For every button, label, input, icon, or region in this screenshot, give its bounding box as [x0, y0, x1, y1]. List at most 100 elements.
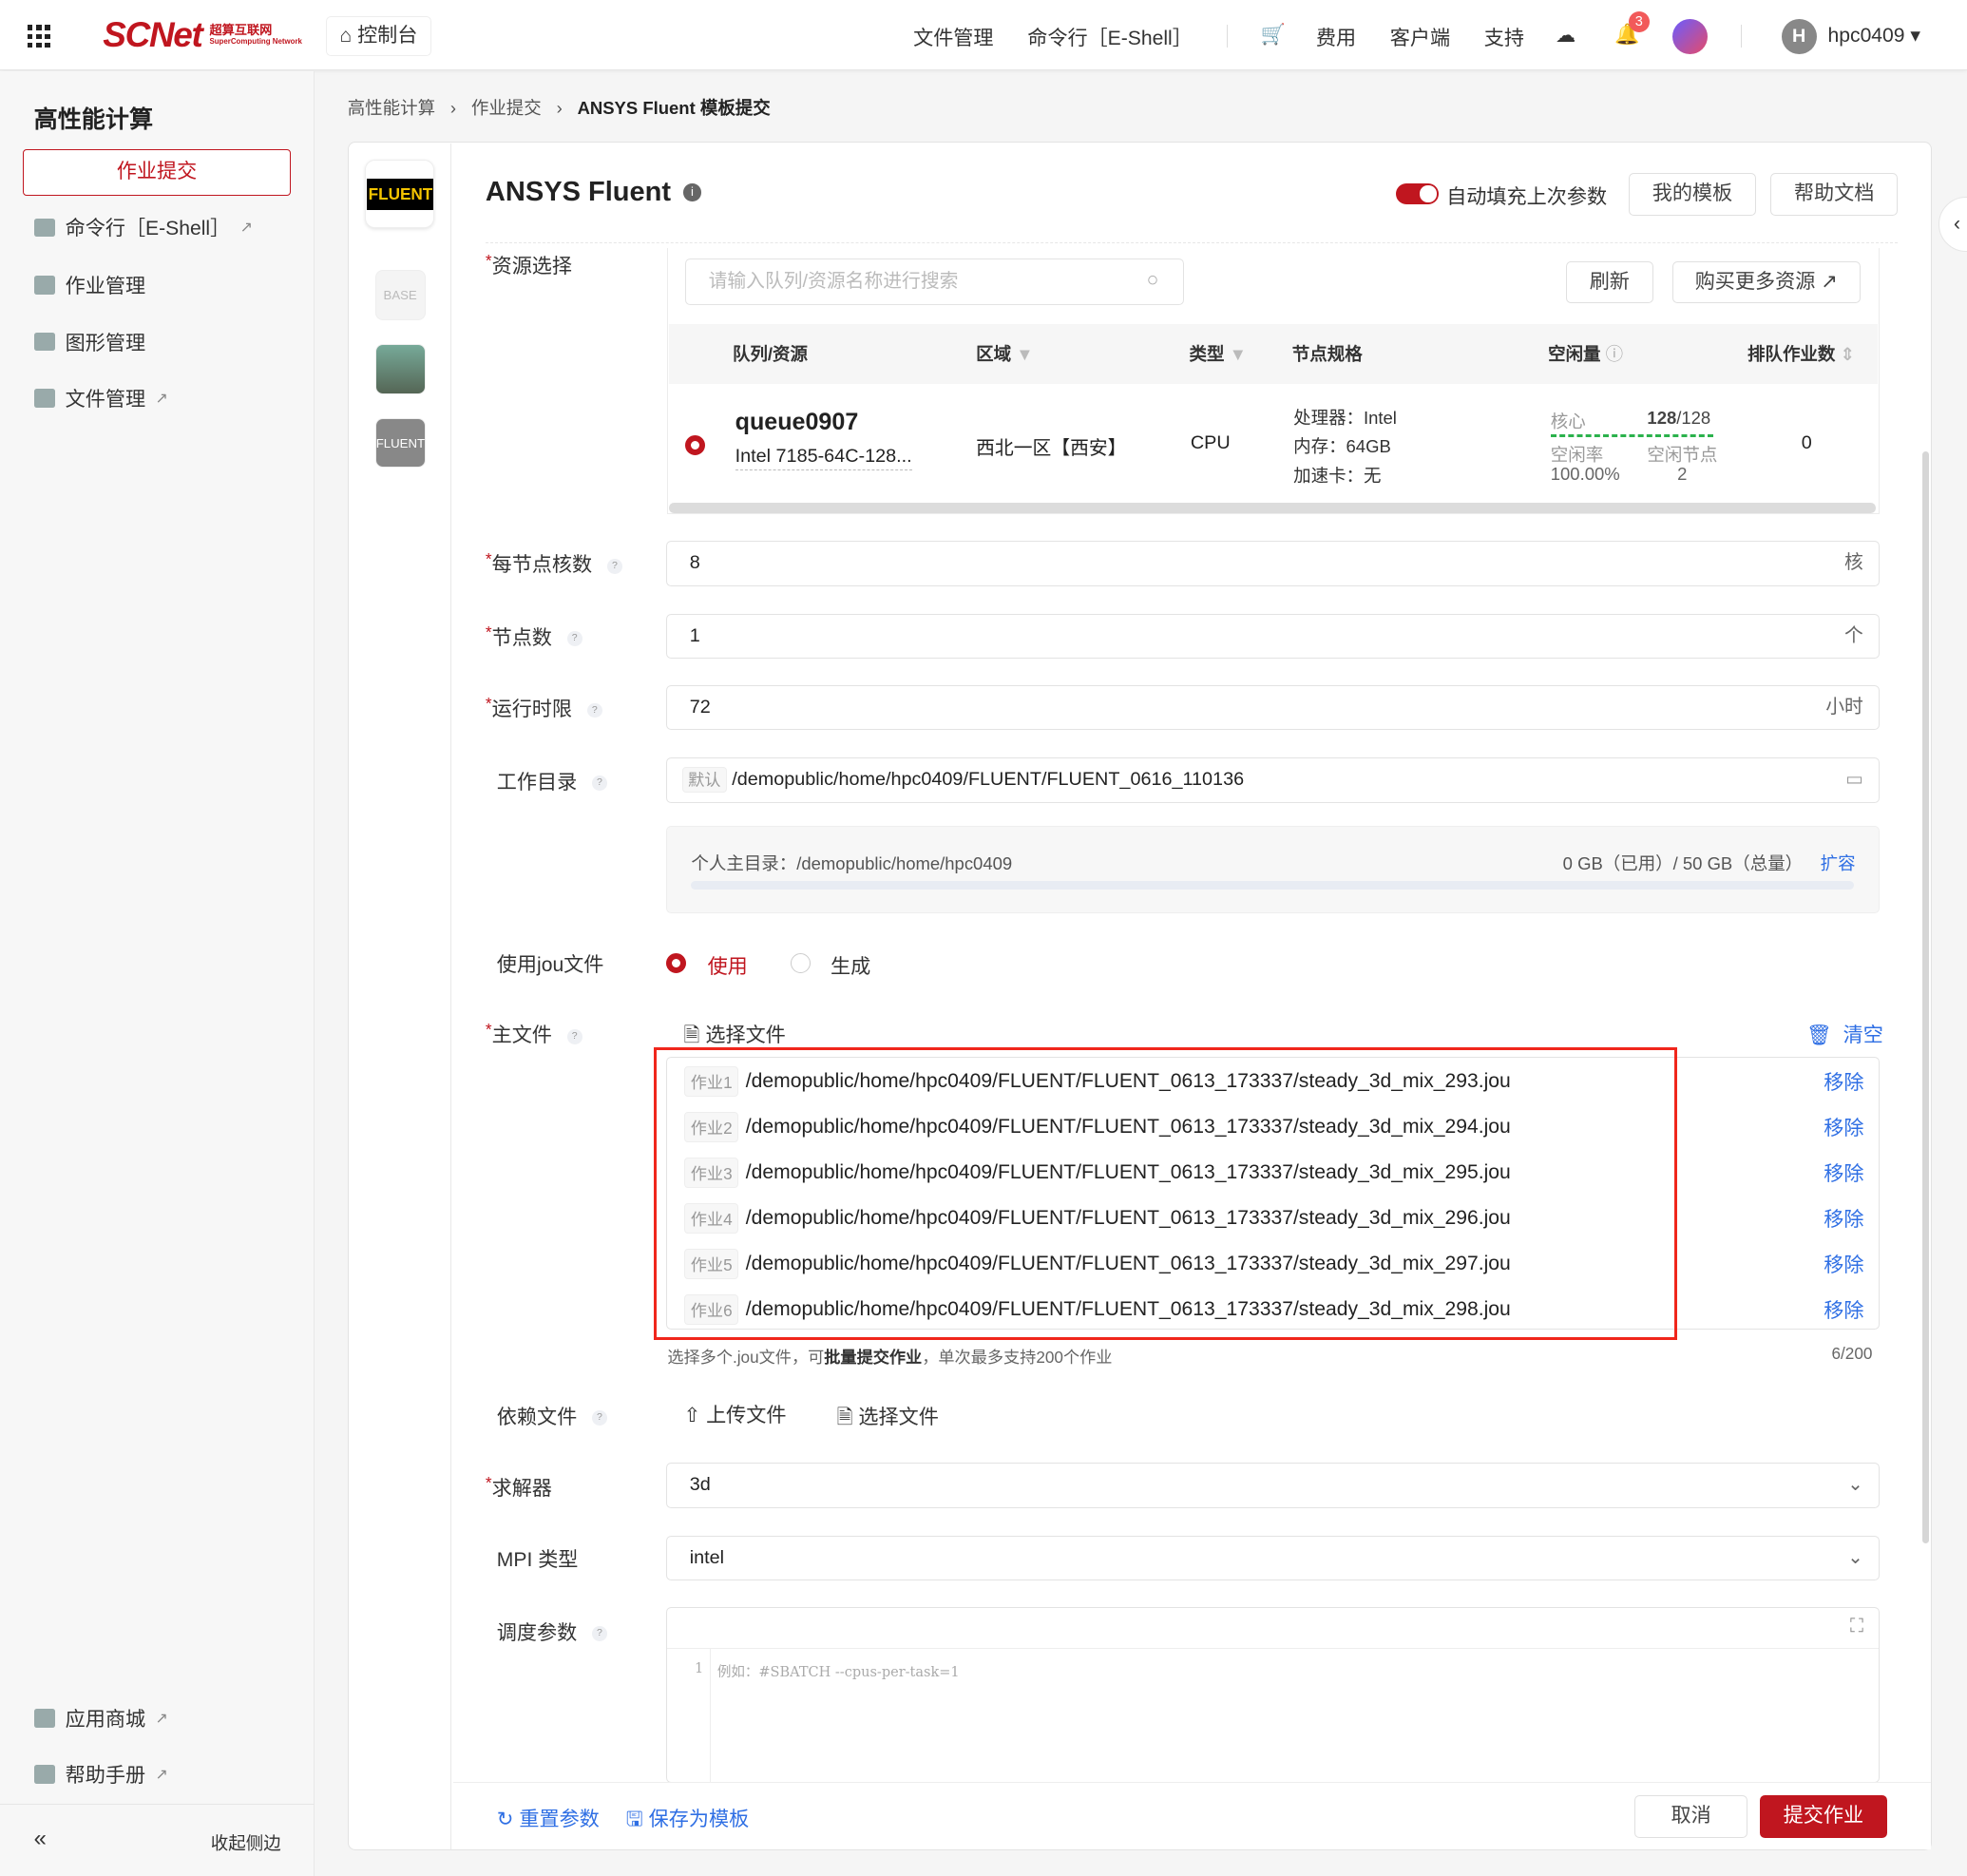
avatar[interactable]: H	[1781, 18, 1817, 54]
nav-client[interactable]: 客户端	[1389, 27, 1451, 49]
help-icon[interactable]: ?	[592, 1626, 607, 1642]
col-idle: 空闲量 ⓘ	[1548, 341, 1623, 366]
clear-label: 清空	[1843, 1024, 1883, 1047]
upload-file-button[interactable]: ⇧ 上传文件	[684, 1400, 787, 1428]
buy-more-button[interactable]: 购买更多资源 ↗	[1671, 260, 1861, 304]
remove-button[interactable]: 移除	[1824, 1254, 1864, 1276]
main-file-label: *主文件?	[486, 1020, 582, 1048]
help-icon[interactable]: ?	[586, 702, 602, 718]
nav-support[interactable]: 支持	[1483, 27, 1524, 49]
panel-toggle-chevron-icon[interactable]: ‹	[1938, 197, 1967, 253]
col-region[interactable]: 区域 ▼	[976, 341, 1033, 366]
sidebar-item-app-store[interactable]: 应用商城 ↗	[33, 1704, 168, 1732]
filter-icon[interactable]: ▼	[1229, 344, 1247, 365]
remove-button[interactable]: 移除	[1824, 1071, 1864, 1094]
refresh-button[interactable]: 刷新	[1565, 260, 1654, 304]
solver-select[interactable]: 3d ⌄	[666, 1463, 1880, 1508]
breadcrumb-item[interactable]: 高性能计算	[347, 98, 436, 119]
help-icon[interactable]: ?	[566, 1028, 582, 1044]
help-icon[interactable]: ⓘ	[1605, 344, 1624, 365]
workdir-input[interactable]: 默认 /demopublic/home/hpc0409/FLUENT/FLUEN…	[666, 757, 1880, 803]
template-thumb-image[interactable]	[374, 343, 426, 394]
assistant-icon[interactable]	[1671, 18, 1708, 54]
cart-icon[interactable]: 🛒	[1260, 23, 1287, 46]
mpi-select[interactable]: intel ⌄	[666, 1535, 1880, 1581]
nav-file-management[interactable]: 文件管理	[913, 27, 994, 49]
fullscreen-icon[interactable]: ⛶	[1849, 1616, 1863, 1637]
info-icon[interactable]: i	[683, 183, 701, 201]
reset-button[interactable]: ↻ 重置参数	[497, 1804, 600, 1832]
jou-use-radio[interactable]	[666, 953, 687, 974]
mpi-label: MPI 类型	[496, 1549, 579, 1572]
my-templates-button[interactable]: 我的模板	[1628, 173, 1757, 217]
file-count: 6/200	[1831, 1343, 1873, 1363]
user-menu[interactable]: hpc0409 ▾	[1828, 23, 1920, 48]
trash-icon: 🗑	[1806, 1024, 1832, 1047]
hint-bold: 批量提交作业	[824, 1347, 923, 1367]
editor-placeholder: 例如：#SBATCH --cpus-per-task=1	[716, 1664, 960, 1680]
sidebar-label: 文件管理	[65, 388, 146, 411]
vertical-scrollbar[interactable]	[1921, 451, 1930, 1543]
remove-button[interactable]: 移除	[1824, 1117, 1864, 1139]
col-queued[interactable]: 排队作业数 ⇕	[1747, 341, 1855, 366]
sched-editor[interactable]: ⛶ 1 例如：#SBATCH --cpus-per-task=1	[666, 1607, 1880, 1783]
template-thumb-base[interactable]: BASE	[374, 269, 426, 320]
runtime-input[interactable]: 72 小时	[666, 684, 1880, 731]
brand[interactable]: SCNet 超算互联网 SuperComputing Network	[103, 15, 302, 55]
clear-button[interactable]: 🗑 清空	[1806, 1020, 1883, 1048]
search-icon[interactable]: ○	[1146, 268, 1159, 291]
brand-sub-en: SuperComputing Network	[209, 37, 302, 47]
select-label: 选择文件	[858, 1406, 939, 1428]
help-docs-button[interactable]: 帮助文档	[1769, 173, 1899, 217]
cloud-upload-icon[interactable]: ☁	[1556, 24, 1576, 47]
brand-logo[interactable]: SCNet	[103, 14, 203, 54]
template-thumb-fluent[interactable]: FLUENT	[374, 417, 426, 469]
expand-storage-link[interactable]: 扩容	[1820, 853, 1856, 874]
submit-button[interactable]: 提交作业	[1760, 1795, 1887, 1839]
queue-radio[interactable]	[684, 435, 705, 456]
sidebar-item-files[interactable]: 文件管理 ↗	[33, 384, 168, 412]
sidebar-item-help[interactable]: 帮助手册 ↗	[33, 1760, 168, 1789]
hint-text: ，单次最多支持200个作业	[922, 1347, 1113, 1367]
resource-search-input[interactable]: 请输入队列/资源名称进行搜索	[684, 258, 1185, 305]
cancel-button[interactable]: 取消	[1634, 1795, 1748, 1839]
folder-icon[interactable]: ▭	[1845, 769, 1863, 791]
help-icon[interactable]: ?	[592, 1410, 607, 1426]
sort-icon[interactable]: ⇕	[1840, 344, 1855, 365]
autofill-toggle[interactable]	[1396, 182, 1440, 205]
save-template-button[interactable]: 🖫 保存为模板	[626, 1804, 749, 1839]
collapse-icon[interactable]: «	[33, 1825, 47, 1851]
sidebar-item-graphics[interactable]: 图形管理	[33, 328, 145, 356]
sidebar-title: 高性能计算	[33, 105, 154, 133]
collapse-sidebar-button[interactable]: 收起侧边	[210, 1833, 281, 1854]
label-text: 调度参数	[496, 1621, 578, 1644]
remove-button[interactable]: 移除	[1824, 1162, 1864, 1185]
sidebar-item-eshell[interactable]: 命令行［E-Shell］ ↗	[33, 213, 253, 241]
nav-billing[interactable]: 费用	[1315, 27, 1357, 49]
deps-select-file-button[interactable]: 🗎 选择文件	[837, 1402, 939, 1437]
remove-button[interactable]: 移除	[1824, 1299, 1864, 1322]
sidebar-item-job-management[interactable]: 作业管理	[33, 271, 145, 299]
table-horizontal-scrollbar[interactable]	[668, 503, 1876, 513]
help-icon[interactable]: ?	[606, 558, 622, 574]
jou-generate-label[interactable]: 生成	[830, 955, 871, 978]
select-file-button[interactable]: 🗎 选择文件	[684, 1020, 786, 1055]
help-icon[interactable]: ?	[592, 775, 607, 791]
queue-desc[interactable]: Intel 7185-64C-128...	[735, 446, 912, 471]
breadcrumb-item[interactable]: 作业提交	[470, 98, 542, 119]
spec-accel: 加速卡：无	[1293, 465, 1382, 486]
filter-icon[interactable]: ▼	[1016, 344, 1034, 365]
console-button[interactable]: ⌂ 控制台	[326, 16, 431, 57]
idle-nodes: 2	[1677, 464, 1688, 485]
nav-eshell[interactable]: 命令行［E-Shell］	[1027, 27, 1193, 49]
remove-button[interactable]: 移除	[1824, 1208, 1864, 1231]
help-icon[interactable]: ?	[566, 631, 582, 647]
sidebar-item-job-submit[interactable]: 作业提交	[22, 149, 292, 196]
col-type[interactable]: 类型 ▼	[1190, 341, 1247, 366]
jou-generate-radio[interactable]	[790, 953, 811, 974]
jou-use-label[interactable]: 使用	[707, 955, 748, 978]
nav-divider	[1741, 25, 1743, 48]
apps-grid-icon[interactable]	[28, 25, 50, 48]
